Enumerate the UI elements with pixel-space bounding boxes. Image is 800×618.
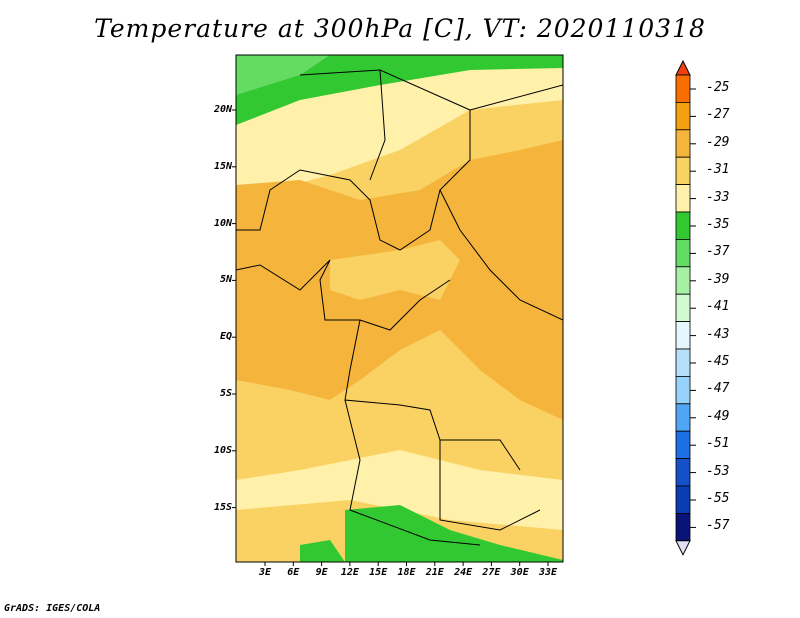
lat-label: 10S [213, 444, 232, 456]
colorbar-label: -39 [706, 271, 730, 287]
colorbar-label: -41 [706, 299, 730, 315]
colorbar-segment [675, 348, 691, 377]
colorbar-label: -55 [706, 491, 730, 506]
colorbar-label: -35 [706, 217, 730, 232]
colorbar-top-arrow [675, 59, 691, 76]
colorbar-segment [675, 293, 691, 323]
colorbar-segment [675, 129, 691, 158]
lon-label: 18E [397, 567, 416, 578]
lon-label: 33E [538, 567, 558, 578]
lon-label: 27E [482, 567, 501, 578]
lat-label: 5S [219, 388, 232, 399]
lat-label: 10N [213, 217, 232, 229]
colorbar-label: -53 [706, 463, 730, 479]
colorbar-segment [675, 321, 691, 350]
colorbar-bottom-arrow [675, 540, 691, 556]
colorbar-label: -29 [706, 134, 730, 150]
colorbar-label: -37 [706, 244, 730, 260]
lon-label: 6E [287, 567, 300, 578]
colorbar-segment [675, 485, 691, 514]
colorbar-segment [675, 211, 691, 240]
colorbar-label: -43 [706, 326, 730, 342]
colorbar-segment [675, 102, 691, 131]
colorbar-label: -25 [706, 80, 730, 95]
lat-label: 15N [213, 160, 232, 172]
lat-label: EQ [219, 331, 232, 343]
colorbar-label: -51 [706, 436, 730, 452]
colorbar-label: -47 [706, 381, 730, 397]
lon-label: 12E [340, 567, 359, 578]
lon-label: 15E [369, 567, 388, 578]
lat-label: 15S [213, 501, 232, 513]
colorbar-label: -57 [706, 518, 730, 534]
colorbar-segment [675, 375, 691, 405]
colorbar-segment [675, 430, 691, 460]
lon-label: 21E [425, 567, 444, 578]
colorbar-label: -45 [706, 354, 730, 369]
lon-label: 9E [315, 567, 328, 578]
colorbar-label: -31 [706, 162, 730, 178]
colorbar-segment [675, 403, 691, 432]
axis-ticks [232, 109, 549, 566]
colorbar-segment [675, 156, 691, 185]
lat-label: 20N [213, 104, 232, 115]
colorbar-segment [675, 458, 691, 487]
lon-label: 24E [454, 567, 473, 578]
map-frame [235, 54, 564, 563]
colorbar-segment [675, 238, 691, 268]
map-title: Temperature at 300hPa [C], VT: 202011031… [94, 14, 706, 43]
credit-text: GrADS: IGES/COLA [4, 603, 101, 614]
colorbar-segment [675, 74, 691, 103]
colorbar-label: -27 [706, 107, 730, 123]
lon-label: 30E [510, 567, 529, 578]
temperature-field [236, 55, 563, 562]
colorbar-label: -33 [706, 189, 730, 205]
colorbar-segment [675, 266, 691, 295]
colorbar [675, 59, 696, 556]
colorbar-label: -49 [706, 408, 730, 424]
lat-label: 5N [219, 274, 232, 286]
colorbar-segment [675, 513, 691, 542]
lon-label: 3E [258, 567, 272, 578]
colorbar-segment [675, 184, 691, 213]
